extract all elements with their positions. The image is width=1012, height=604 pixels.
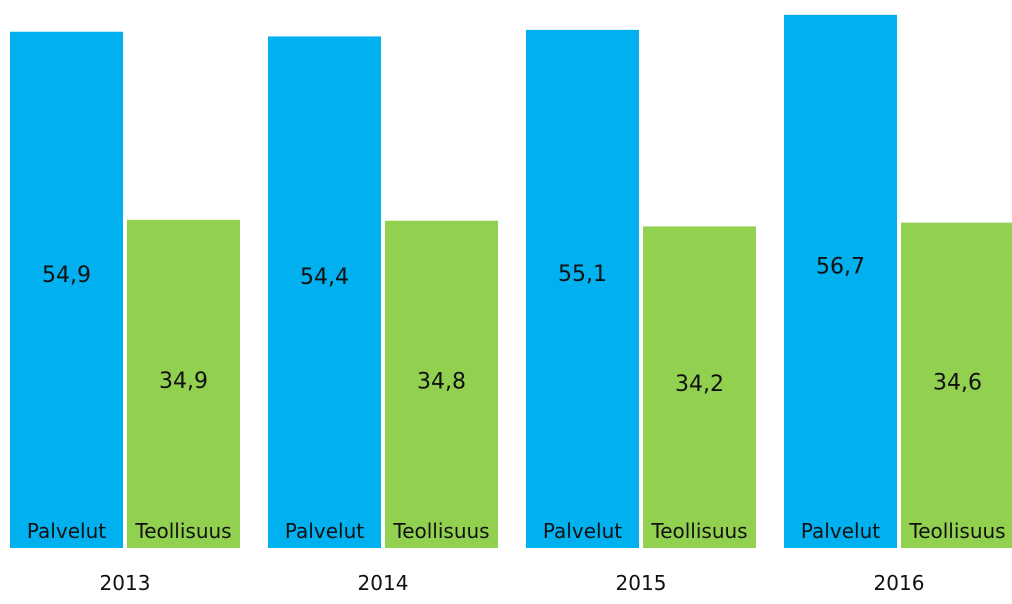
year-label-2015: 2015 bbox=[616, 571, 667, 595]
bar-palvelut-2016 bbox=[784, 14, 897, 549]
series-label-teollisuus-2014: Teollisuus bbox=[392, 519, 489, 543]
value-label-palvelut-2016: 56,7 bbox=[816, 254, 865, 279]
bar-teollisuus-2016 bbox=[901, 222, 1012, 548]
series-label-palvelut-2014: Palvelut bbox=[285, 519, 364, 543]
labels-layer: 54,9 Palvelut 34,9 Teollisuus 54,4 Palvelut 34… bbox=[27, 254, 1006, 543]
value-label-palvelut-2014: 54,4 bbox=[300, 265, 349, 290]
series-label-teollisuus-2016: Teollisuus bbox=[908, 519, 1005, 543]
year-labels: 2013 2014 2015 2016 bbox=[100, 571, 925, 595]
value-label-teollisuus-2014: 34,8 bbox=[417, 369, 466, 394]
value-label-teollisuus-2016: 34,6 bbox=[933, 370, 982, 395]
year-label-2016: 2016 bbox=[874, 571, 925, 595]
bar-teollisuus-2013 bbox=[127, 219, 240, 548]
value-label-palvelut-2015: 55,1 bbox=[558, 262, 607, 287]
bar-teollisuus-2014 bbox=[385, 220, 498, 549]
series-label-teollisuus-2015: Teollisuus bbox=[650, 519, 747, 543]
bar-palvelut-2013 bbox=[10, 31, 123, 548]
value-label-palvelut-2013: 54,9 bbox=[42, 263, 91, 288]
series-label-palvelut-2013: Palvelut bbox=[27, 519, 106, 543]
series-label-palvelut-2015: Palvelut bbox=[543, 519, 622, 543]
series-label-palvelut-2016: Palvelut bbox=[801, 519, 880, 543]
value-label-teollisuus-2013: 34,9 bbox=[159, 369, 208, 394]
value-label-teollisuus-2015: 34,2 bbox=[675, 372, 724, 397]
bar-teollisuus-2015 bbox=[643, 226, 756, 548]
bars-layer bbox=[10, 14, 1012, 549]
year-label-2013: 2013 bbox=[100, 571, 151, 595]
bar-palvelut-2014 bbox=[268, 36, 381, 548]
bar-palvelut-2015 bbox=[526, 29, 639, 549]
year-label-2014: 2014 bbox=[358, 571, 409, 595]
series-label-teollisuus-2013: Teollisuus bbox=[134, 519, 231, 543]
